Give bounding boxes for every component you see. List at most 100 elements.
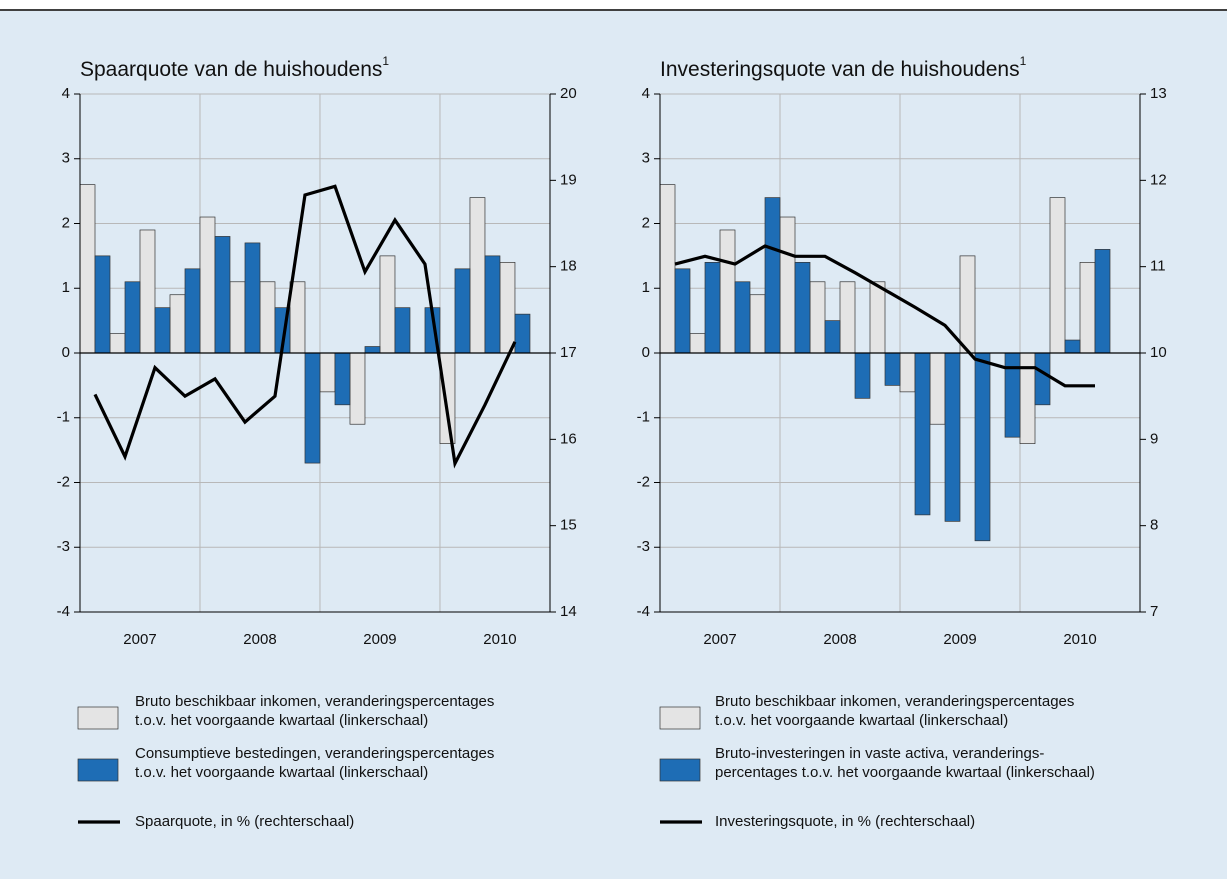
bar: [454, 268, 471, 354]
bar: [94, 255, 111, 354]
y-tick-label: 3: [62, 150, 70, 167]
y-tick-label: 4: [642, 85, 650, 102]
legend-swatch: [659, 706, 701, 730]
y2-tick-label: 18: [560, 258, 577, 275]
bar: [319, 352, 336, 393]
bar: [499, 262, 516, 354]
bar: [914, 352, 931, 516]
panel-background: [0, 11, 1227, 879]
bar: [304, 352, 321, 464]
bar: [674, 268, 691, 354]
chart-title-text: Spaarquote van de huishoudens: [80, 58, 382, 81]
bar: [199, 216, 216, 354]
y2-tick-label: 16: [560, 430, 577, 447]
y-tick-label: -4: [57, 603, 70, 620]
y2-tick-label: 7: [1150, 603, 1158, 620]
bar: [704, 262, 721, 354]
bar: [869, 281, 886, 354]
y-tick-label: -2: [637, 473, 650, 490]
y-tick-label: 1: [62, 279, 70, 296]
bar: [394, 307, 411, 354]
legend-label: Bruto beschikbaar inkomen, veranderingsp…: [715, 693, 1075, 729]
bar: [824, 320, 841, 354]
y-tick-label: -1: [637, 409, 650, 426]
y-tick-label: 0: [62, 344, 70, 361]
bar: [719, 229, 736, 354]
chart-title: Investeringsquote van de huishoudens1: [660, 54, 1027, 80]
bar: [1079, 262, 1096, 354]
bar: [79, 184, 96, 354]
bar: [959, 255, 976, 354]
bar: [749, 294, 766, 354]
bar: [514, 313, 531, 354]
bar: [364, 346, 381, 354]
legend-label: Spaarquote, in % (rechterschaal): [135, 813, 355, 830]
bar: [1049, 197, 1066, 354]
y-tick-label: -3: [637, 538, 650, 555]
bar: [659, 184, 676, 354]
bar: [109, 333, 126, 354]
y2-tick-label: 10: [1150, 344, 1167, 361]
bar: [334, 352, 351, 406]
x-tick-label: 2010: [1063, 631, 1096, 648]
y-tick-label: 2: [642, 214, 650, 231]
y2-tick-label: 12: [1150, 171, 1167, 188]
y-tick-label: 3: [642, 150, 650, 167]
y2-tick-label: 15: [560, 517, 577, 534]
bar: [1004, 352, 1021, 438]
title-footnote: 1: [1020, 54, 1027, 68]
bar: [884, 352, 901, 386]
bar: [794, 262, 811, 354]
bar: [469, 197, 486, 354]
bar: [929, 352, 946, 425]
y2-tick-label: 13: [1150, 85, 1167, 102]
bar: [809, 281, 826, 354]
title-footnote: 1: [382, 54, 389, 68]
x-tick-label: 2010: [483, 631, 516, 648]
y2-tick-label: 19: [560, 171, 577, 188]
legend-swatch: [77, 758, 119, 782]
y2-tick-label: 14: [560, 603, 577, 620]
bar: [689, 333, 706, 354]
y-tick-label: -2: [57, 473, 70, 490]
legend-label: Investeringsquote, in % (rechterschaal): [715, 813, 976, 830]
x-tick-label: 2008: [823, 631, 856, 648]
y-tick-label: -3: [57, 538, 70, 555]
bar: [839, 281, 856, 354]
bar: [229, 281, 246, 354]
y-tick-label: -1: [57, 409, 70, 426]
y2-tick-label: 9: [1150, 430, 1158, 447]
legend-swatch: [659, 758, 701, 782]
bar: [899, 352, 916, 393]
bar: [734, 281, 751, 354]
y2-tick-label: 20: [560, 85, 577, 102]
legend-label: Bruto-investeringen in vaste activa, ver…: [715, 745, 1095, 781]
y-tick-label: 1: [642, 279, 650, 296]
bar: [139, 229, 156, 354]
x-tick-label: 2009: [943, 631, 976, 648]
bar: [154, 307, 171, 354]
bar: [1094, 249, 1111, 354]
bar: [349, 352, 366, 425]
x-tick-label: 2008: [243, 631, 276, 648]
bar: [764, 197, 781, 354]
x-tick-label: 2007: [703, 631, 736, 648]
chart-title-text: Investeringsquote van de huishoudens: [660, 58, 1020, 81]
y2-tick-label: 11: [1150, 258, 1166, 275]
legend-label: Bruto beschikbaar inkomen, veranderingsp…: [135, 693, 495, 729]
x-tick-label: 2009: [363, 631, 396, 648]
y-tick-label: 2: [62, 214, 70, 231]
y-tick-label: -4: [637, 603, 650, 620]
bar: [214, 236, 231, 354]
y2-tick-label: 8: [1150, 517, 1158, 534]
y-tick-label: 0: [642, 344, 650, 361]
y-tick-label: 4: [62, 85, 70, 102]
bar: [124, 281, 141, 354]
x-tick-label: 2007: [123, 631, 156, 648]
line: [674, 244, 1095, 388]
line: [93, 184, 517, 469]
legend-swatch: [77, 706, 119, 730]
bar: [184, 268, 201, 354]
